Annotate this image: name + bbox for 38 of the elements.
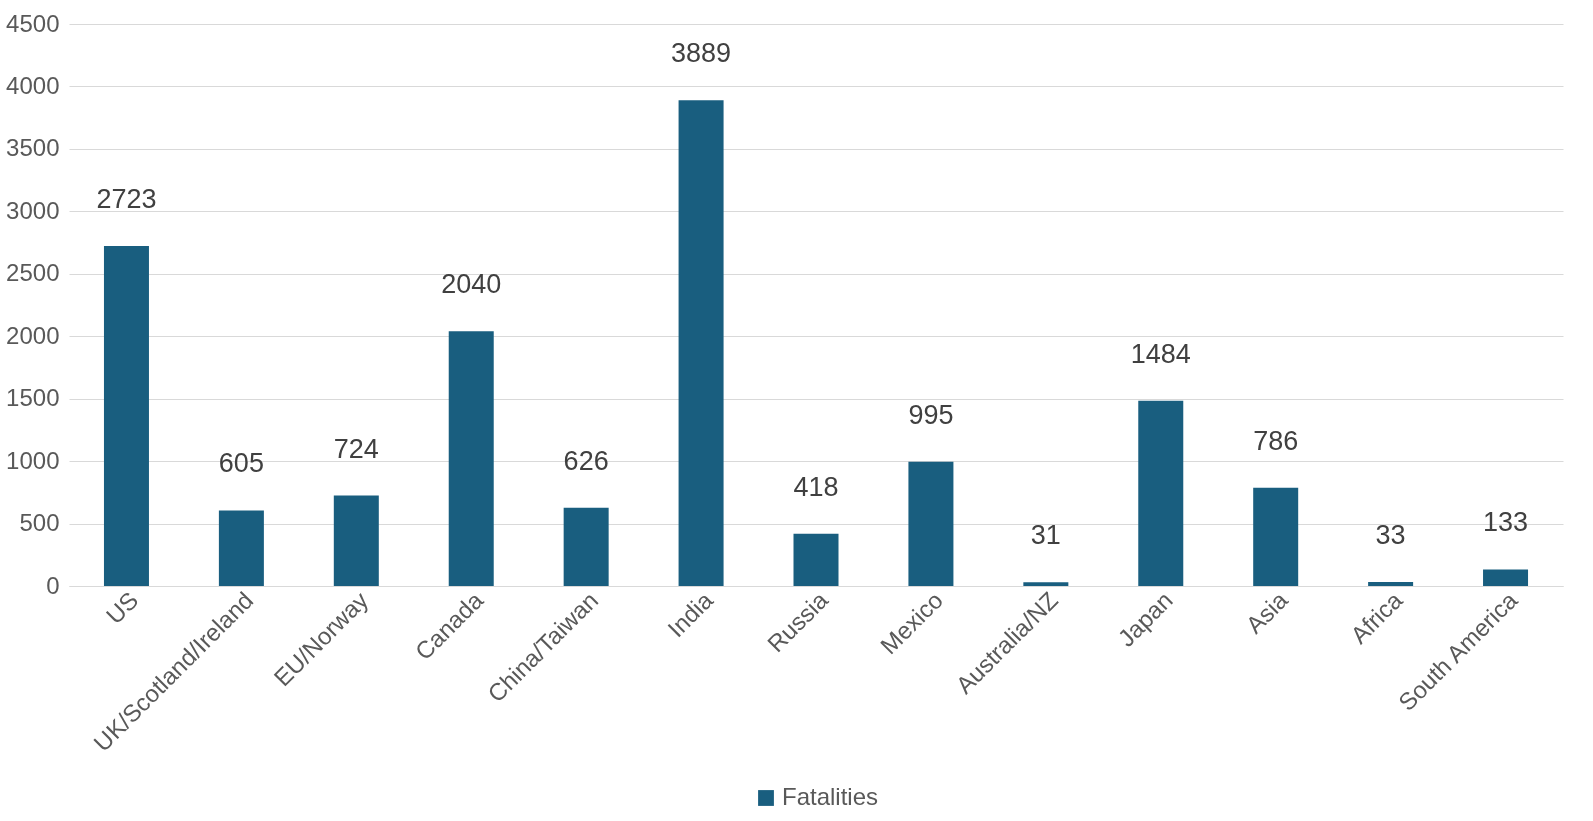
data-label: 724 xyxy=(333,433,379,464)
data-label: 3889 xyxy=(671,38,732,69)
bar xyxy=(1023,582,1069,586)
bar xyxy=(1368,581,1414,586)
data-label: 2040 xyxy=(441,269,502,300)
data-label: 786 xyxy=(1253,425,1299,456)
data-label: 995 xyxy=(908,399,954,430)
y-tick-label: 4000 xyxy=(6,71,60,99)
data-label: 133 xyxy=(1483,507,1529,538)
y-tick-label: 0 xyxy=(46,571,60,599)
data-label: 418 xyxy=(793,471,839,502)
y-tick-label: 1000 xyxy=(6,446,60,474)
bar xyxy=(678,100,724,586)
data-label: 33 xyxy=(1375,519,1406,550)
x-tick-label: Asia xyxy=(1240,585,1294,639)
data-label: 605 xyxy=(218,448,264,479)
bar xyxy=(1483,569,1529,586)
bar xyxy=(793,533,839,586)
data-label: 31 xyxy=(1030,520,1061,551)
y-tick-label: 3000 xyxy=(6,196,60,224)
y-tick-label: 2000 xyxy=(6,321,60,349)
y-tick-label: 2500 xyxy=(6,259,60,287)
y-tick-label: 1500 xyxy=(6,384,60,412)
data-label: 2723 xyxy=(96,183,157,214)
y-tick-label: 3500 xyxy=(6,134,60,162)
bar xyxy=(218,510,264,586)
bar xyxy=(1253,487,1299,586)
bar xyxy=(563,507,609,586)
bar xyxy=(1138,400,1184,586)
y-tick-label: 500 xyxy=(19,509,60,537)
legend-label: Fatalities xyxy=(782,783,879,810)
bar xyxy=(103,245,149,586)
bar xyxy=(908,461,954,586)
y-tick-label: 4500 xyxy=(6,9,60,37)
data-label: 1484 xyxy=(1130,338,1191,369)
bar xyxy=(333,495,379,586)
bar xyxy=(448,331,494,586)
data-label: 626 xyxy=(563,445,609,476)
